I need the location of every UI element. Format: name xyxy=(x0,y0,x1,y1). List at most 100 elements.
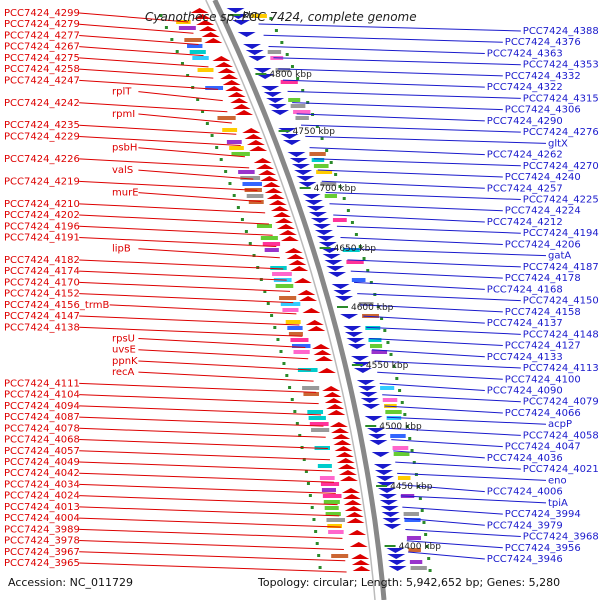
left-gene-label: PCC7424_4174 xyxy=(4,266,80,277)
forward-gene xyxy=(212,56,231,61)
feature-bar xyxy=(275,68,291,72)
gc-tick xyxy=(314,530,318,533)
reverse-gene xyxy=(383,524,402,529)
forward-gene xyxy=(342,494,361,499)
reverse-gene xyxy=(261,86,280,91)
gc-tick xyxy=(308,494,312,497)
right-connector xyxy=(398,484,485,493)
forward-gene xyxy=(349,542,368,547)
reverse-gene xyxy=(304,200,323,205)
gc-tick xyxy=(164,26,168,29)
forward-gene xyxy=(335,452,354,457)
forward-gene xyxy=(341,488,360,493)
left-gene-label: PCC7424_4275 xyxy=(4,53,80,64)
feature-bar xyxy=(205,86,224,90)
feature-bar xyxy=(285,320,301,324)
right-connector xyxy=(313,158,521,167)
gc-tick xyxy=(232,194,236,197)
left-connector xyxy=(79,259,284,270)
feature-bar xyxy=(275,284,294,288)
right-connector xyxy=(287,90,521,99)
kbp-tick-label: 4400 kbp xyxy=(399,542,442,552)
gc-tick xyxy=(383,329,387,332)
gc-tick xyxy=(290,65,294,68)
feature-bar xyxy=(280,80,298,84)
right-gene-label: PCC7424_4150 xyxy=(523,296,599,307)
left-gene-label: rplT xyxy=(112,87,132,98)
left-gene-label: PCC7424_4226 xyxy=(4,154,80,165)
right-connector xyxy=(377,371,503,380)
feature-bar xyxy=(324,194,338,198)
right-connector xyxy=(354,281,485,290)
right-connector xyxy=(360,304,503,313)
forward-gene xyxy=(314,356,333,361)
kbp-tick-label: 4650 kbp xyxy=(334,244,377,254)
left-connector xyxy=(79,124,237,135)
gc-tick xyxy=(405,425,409,428)
feature-bar xyxy=(331,554,349,558)
right-gene-label: PCC7424_4224 xyxy=(505,206,581,217)
gc-tick xyxy=(269,17,273,20)
right-connector xyxy=(374,360,521,369)
gc-tick xyxy=(295,422,299,425)
right-connector xyxy=(369,338,503,347)
gc-tick xyxy=(210,134,214,137)
right-connector xyxy=(282,79,485,88)
feature-bar xyxy=(368,338,382,342)
forward-gene xyxy=(260,176,279,181)
right-gene-label: PCC7424_4262 xyxy=(487,150,563,161)
reverse-gene xyxy=(353,368,372,373)
gc-tick xyxy=(270,314,274,317)
reverse-gene xyxy=(386,548,405,553)
right-gene-label: PCC7424_4315 xyxy=(523,93,599,104)
feature-bar xyxy=(264,248,279,252)
forward-gene xyxy=(249,146,268,151)
feature-bar xyxy=(256,224,272,228)
left-gene-label: PCC7424_4138 xyxy=(4,322,80,333)
left-gene-label: psbH xyxy=(112,143,137,154)
gc-tick xyxy=(376,305,380,308)
feature-bar xyxy=(327,524,342,528)
right-connector xyxy=(389,427,521,436)
forward-gene xyxy=(290,266,309,271)
gc-tick xyxy=(427,557,431,560)
right-gene-label: PCC7424_4257 xyxy=(487,183,563,194)
reverse-gene xyxy=(282,140,301,145)
feature-bar xyxy=(279,296,297,300)
right-gene-label: PCC7424_4322 xyxy=(487,82,563,93)
gc-tick xyxy=(285,374,289,377)
gc-tick xyxy=(244,230,248,233)
reverse-gene xyxy=(380,506,399,511)
feature-bar xyxy=(229,146,244,150)
gc-tick xyxy=(266,302,270,305)
gc-tick xyxy=(219,158,223,161)
forward-gene xyxy=(297,290,316,295)
forward-gene xyxy=(235,110,254,115)
left-gene-label: PCC7424_4049 xyxy=(4,457,80,468)
reverse-gene xyxy=(333,290,352,295)
right-gene-label: PCC7424_4353 xyxy=(523,60,599,71)
left-connector xyxy=(79,551,346,562)
feature-bar xyxy=(192,56,209,60)
gc-tick xyxy=(329,161,333,164)
right-gene-label: PCC7424_4158 xyxy=(505,307,581,318)
feature-bar xyxy=(323,500,340,504)
right-connector xyxy=(268,45,485,54)
right-connector xyxy=(379,382,485,391)
left-gene-label: lipB xyxy=(112,244,131,255)
left-connector xyxy=(79,315,300,326)
forward-gene xyxy=(299,296,318,301)
left-gene-label: PCC7424_4279 xyxy=(4,19,80,30)
right-gene-label: PCC7424_4036 xyxy=(487,453,563,464)
forward-gene xyxy=(258,170,277,175)
gc-tick xyxy=(296,77,300,80)
feature-bar xyxy=(319,476,335,480)
left-connector xyxy=(79,394,319,405)
gc-tick xyxy=(408,437,412,440)
forward-gene xyxy=(326,404,345,409)
right-connector xyxy=(363,315,485,324)
gc-tick xyxy=(317,554,321,557)
reverse-gene xyxy=(335,296,354,301)
feature-bar xyxy=(272,272,292,276)
feature-bar xyxy=(295,116,309,120)
